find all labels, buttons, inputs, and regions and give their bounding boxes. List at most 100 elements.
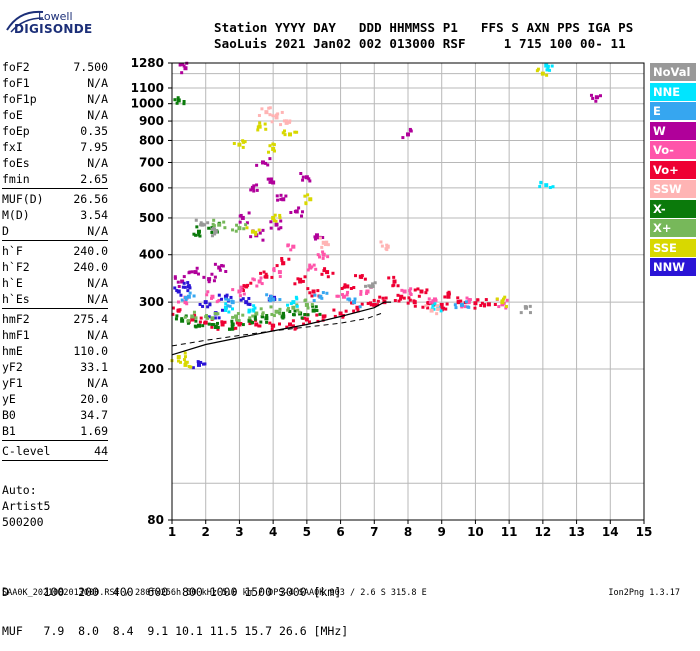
auto-program: Artist5 [2, 499, 51, 513]
data-point-echo [228, 304, 232, 308]
data-point-echo [223, 226, 227, 230]
data-point-echo [263, 275, 267, 279]
data-point-echo [378, 295, 382, 299]
data-point-echo [291, 324, 295, 328]
data-point-echo [239, 321, 243, 325]
data-point-echo [300, 316, 304, 320]
data-point-echo [180, 71, 184, 75]
data-point-echo [178, 308, 182, 312]
param-row: foF1 N/A [2, 75, 108, 91]
data-point-echo [184, 361, 188, 365]
data-point-echo [260, 282, 264, 286]
data-point-echo [230, 327, 234, 331]
data-point-echo [384, 296, 388, 300]
data-point-echo [216, 321, 220, 325]
data-point-echo [220, 308, 224, 312]
data-point-echo [213, 232, 217, 236]
data-point-echo [493, 302, 497, 306]
param-row: foEs N/A [2, 155, 108, 171]
data-point-echo [466, 305, 470, 309]
data-point-echo [301, 175, 305, 179]
data-point-echo [324, 243, 328, 247]
data-point [274, 115, 279, 120]
data-point-echo [356, 309, 360, 313]
data-point-echo [457, 300, 461, 304]
data-point-echo [216, 327, 220, 331]
data-point-echo [269, 220, 273, 224]
data-point-echo [217, 298, 221, 302]
data-point-echo [546, 64, 550, 68]
data-point-echo [426, 306, 430, 310]
data-point-echo [550, 64, 554, 68]
data-point-echo [242, 227, 246, 231]
data-point-echo [213, 275, 217, 279]
data-point-echo [257, 228, 261, 232]
data-point-echo [306, 306, 310, 310]
data-point-echo [402, 296, 406, 300]
data-point-echo [242, 292, 246, 296]
data-point-echo [196, 272, 200, 276]
data-point-echo [409, 129, 413, 133]
data-point-echo [300, 210, 304, 214]
data-point-echo [393, 299, 397, 303]
data-point-echo [318, 236, 322, 240]
data-point-echo [223, 320, 227, 324]
data-point [196, 362, 201, 367]
data-point [200, 222, 205, 227]
data-point [392, 279, 397, 284]
data-point-echo [358, 305, 362, 309]
data-point-echo [538, 185, 542, 189]
data-point-echo [248, 322, 252, 326]
legend-item-nne: NNE [650, 82, 696, 101]
data-point-echo [535, 69, 539, 73]
data-point-echo [259, 276, 263, 280]
data-point-echo [456, 296, 460, 300]
data-point-echo [259, 320, 263, 324]
data-point-echo [180, 317, 184, 321]
data-point-echo [307, 320, 311, 324]
data-point-echo [203, 321, 207, 325]
trace-curve [171, 313, 382, 347]
digisonde-logo-icon [6, 10, 44, 33]
data-point-echo [442, 306, 446, 310]
data-point [223, 294, 228, 299]
x-tick-label: 14 [602, 525, 619, 539]
data-point-echo [309, 197, 313, 201]
data-point-echo [289, 248, 293, 252]
data-point-echo [252, 304, 256, 308]
param-row: C-level 44 [2, 443, 108, 459]
data-point [308, 265, 313, 270]
data-point-echo [332, 308, 336, 312]
data-point-echo [272, 149, 276, 153]
data-point-echo [270, 275, 274, 279]
data-point-echo [182, 281, 186, 285]
data-point-echo [325, 240, 329, 244]
param-value: 1.69 [80, 424, 108, 438]
data-point-echo [286, 307, 290, 311]
data-point-echo [468, 298, 472, 302]
curves [171, 301, 392, 356]
data-point-echo [280, 256, 284, 260]
data-point-echo [299, 171, 303, 175]
y-tick-label: 200 [139, 362, 164, 376]
data-point-echo [194, 316, 198, 320]
data-point-echo [255, 284, 259, 288]
data-point-echo [266, 177, 270, 181]
data-point-echo [432, 307, 436, 311]
data-point-echo [431, 299, 435, 303]
data-point [318, 294, 323, 299]
data-point-echo [353, 297, 357, 301]
data-point-echo [281, 262, 285, 266]
data-point [288, 322, 292, 327]
data-point-echo [261, 160, 265, 164]
data-point-echo [222, 220, 226, 224]
data-point-echo [245, 221, 249, 225]
data-point [274, 222, 279, 227]
data-point-echo [546, 66, 550, 70]
data-point-echo [177, 284, 181, 288]
data-point-echo [187, 319, 191, 323]
param-value: 275.4 [73, 312, 108, 326]
grid [172, 63, 644, 520]
data-point-echo [198, 324, 202, 328]
data-point-echo [396, 293, 400, 297]
